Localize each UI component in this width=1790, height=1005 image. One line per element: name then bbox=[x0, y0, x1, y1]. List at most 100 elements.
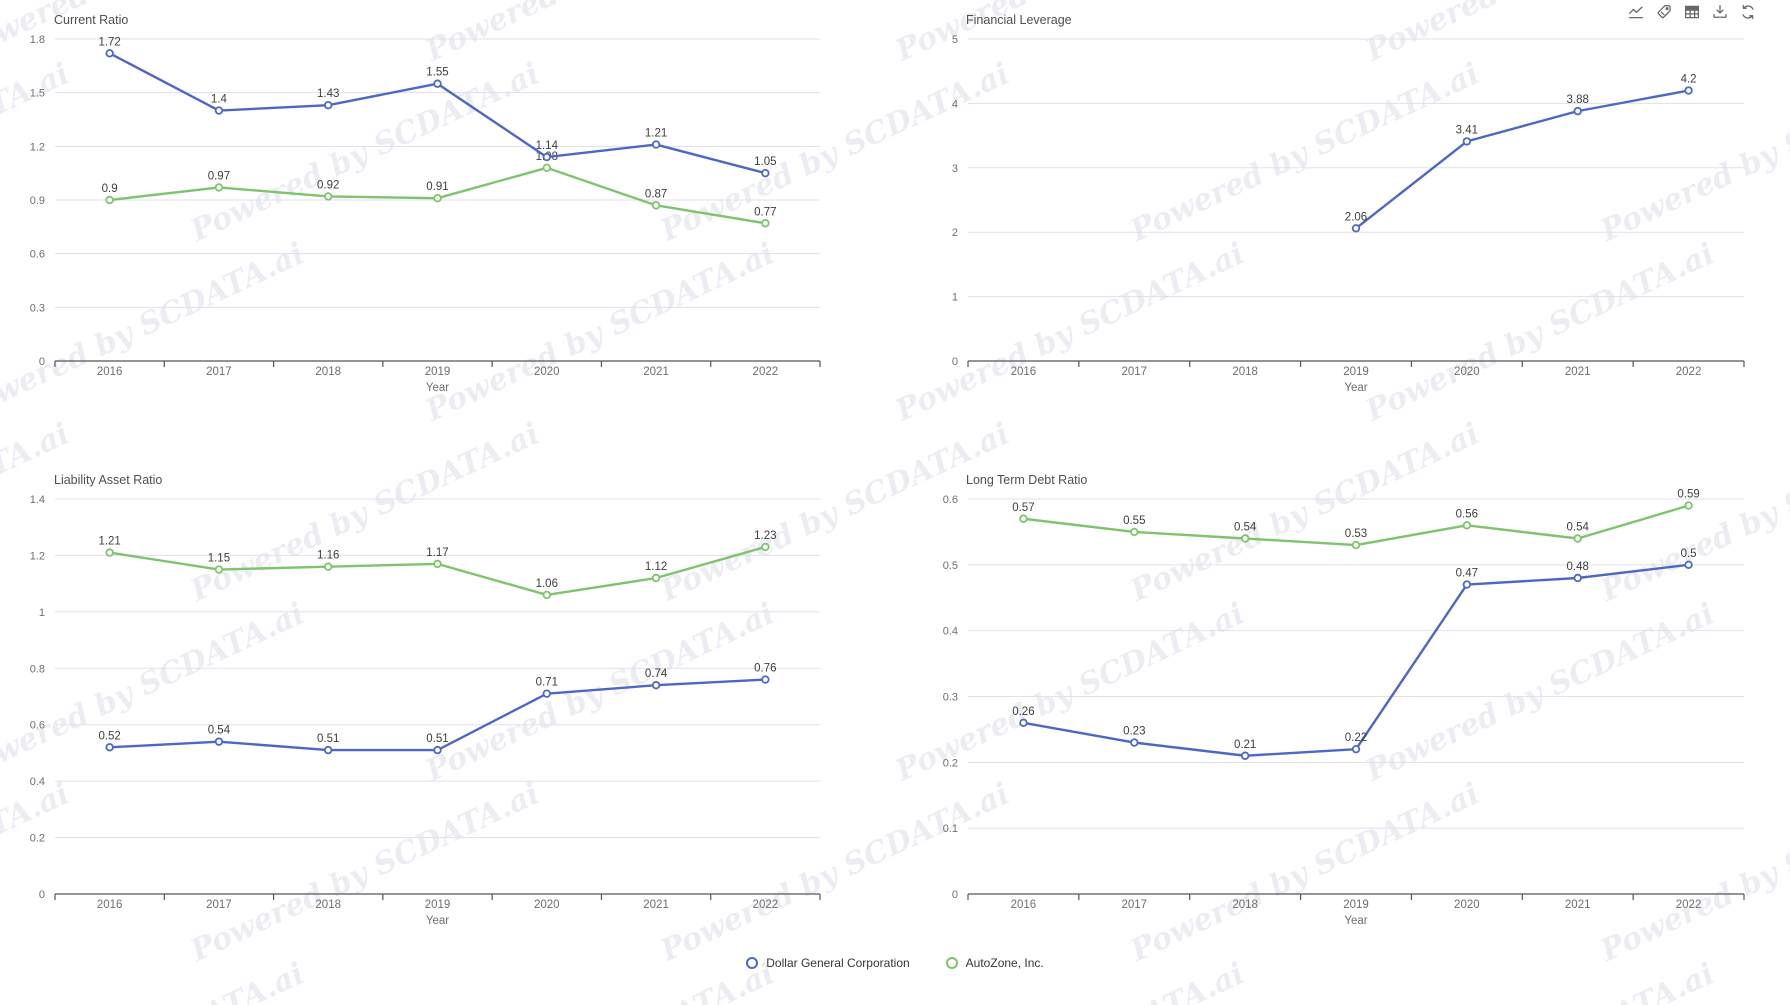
line-chart-icon[interactable] bbox=[1627, 3, 1645, 21]
data-point-marker[interactable] bbox=[433, 79, 442, 88]
table-icon[interactable] bbox=[1683, 3, 1701, 21]
data-point-marker[interactable] bbox=[761, 219, 770, 228]
data-point-marker[interactable] bbox=[1462, 521, 1472, 530]
data-point-marker[interactable] bbox=[1351, 224, 1361, 233]
data-point-marker[interactable] bbox=[761, 675, 770, 684]
data-point-label: 0.9 bbox=[102, 183, 118, 195]
data-point-marker[interactable] bbox=[761, 168, 770, 178]
data-point-marker[interactable] bbox=[542, 163, 551, 172]
data-point-marker[interactable] bbox=[1351, 540, 1361, 550]
x-tick-label: 2018 bbox=[315, 366, 341, 378]
x-tick-label: 2019 bbox=[1343, 366, 1369, 378]
data-point-label: 0.55 bbox=[1123, 515, 1145, 527]
chart-canvas[interactable]: Current Ratio 0 0.3 0.6 0.9 1.2 1.5 1.8 2016 2017… bbox=[0, 0, 855, 400]
data-point-marker[interactable] bbox=[1573, 573, 1582, 583]
x-tick-label: 2021 bbox=[1565, 366, 1591, 378]
x-tick-label: 2020 bbox=[1454, 366, 1480, 378]
data-point-marker[interactable] bbox=[1351, 744, 1361, 754]
data-point-marker[interactable] bbox=[214, 565, 224, 574]
chart-canvas[interactable]: Long Term Debt Ratio 0 0.1 0.2 0.3 0.4 0.5 0.6 2… bbox=[895, 462, 1790, 942]
data-point-marker[interactable] bbox=[105, 195, 114, 205]
y-tick-label: 0.3 bbox=[943, 692, 958, 704]
data-point-marker[interactable] bbox=[651, 140, 661, 149]
data-point-label: 0.59 bbox=[1677, 489, 1699, 501]
x-tick-label: 2016 bbox=[97, 899, 123, 911]
chart-panel-financial-leverage: Financial Leverage 0 1 2 3 4 5 2016 2017 2018 2019… bbox=[895, 0, 1790, 400]
data-point-marker[interactable] bbox=[1019, 514, 1028, 523]
chart-canvas[interactable]: Liability Asset Ratio 0 0.2 0.4 0.6 0.8 1 1.2 1.… bbox=[0, 462, 855, 942]
data-point-marker[interactable] bbox=[433, 745, 442, 755]
y-tick-label: 5 bbox=[952, 34, 958, 46]
x-tick-label: 2019 bbox=[1343, 899, 1369, 911]
data-point-marker[interactable] bbox=[651, 573, 661, 583]
data-point-marker[interactable] bbox=[214, 183, 224, 192]
data-point-marker[interactable] bbox=[105, 49, 114, 58]
legend-item-autozone[interactable]: AutoZone, Inc. bbox=[945, 956, 1044, 970]
data-point-marker[interactable] bbox=[1240, 751, 1250, 760]
refresh-icon[interactable] bbox=[1739, 3, 1757, 21]
data-point-marker[interactable] bbox=[1684, 560, 1693, 570]
x-tick-label: 2021 bbox=[1565, 899, 1591, 911]
data-point-label: 1.14 bbox=[536, 140, 559, 152]
data-point-marker[interactable] bbox=[324, 192, 333, 201]
data-point-marker[interactable] bbox=[1573, 534, 1582, 543]
chart-canvas[interactable]: Financial Leverage 0 1 2 3 4 5 2016 2017 2018 2019… bbox=[895, 0, 1790, 400]
data-point-marker[interactable] bbox=[433, 559, 442, 569]
data-point-marker[interactable] bbox=[105, 548, 114, 557]
data-point-label: 1.15 bbox=[208, 553, 230, 565]
data-point-marker[interactable] bbox=[324, 745, 333, 755]
data-point-label: 0.51 bbox=[426, 733, 448, 745]
y-tick-label: 0.2 bbox=[943, 757, 958, 769]
y-tick-label: 0.4 bbox=[30, 776, 45, 788]
y-tick-label: 0 bbox=[39, 356, 45, 368]
x-tick-label: 2017 bbox=[1121, 366, 1147, 378]
data-point-marker[interactable] bbox=[214, 737, 224, 746]
tag-icon[interactable] bbox=[1655, 3, 1673, 21]
data-point-marker[interactable] bbox=[1573, 106, 1582, 116]
data-point-marker[interactable] bbox=[1684, 501, 1693, 510]
data-point-marker[interactable] bbox=[1130, 738, 1139, 747]
data-point-marker[interactable] bbox=[214, 106, 224, 115]
download-icon[interactable] bbox=[1711, 3, 1729, 21]
data-point-label: 0.56 bbox=[1456, 508, 1478, 520]
data-point-label: 4.2 bbox=[1681, 74, 1697, 86]
data-point-marker[interactable] bbox=[105, 743, 114, 752]
data-point-label: 0.47 bbox=[1456, 568, 1478, 580]
data-point-marker[interactable] bbox=[324, 562, 333, 571]
data-point-label: 0.23 bbox=[1123, 726, 1145, 738]
data-point-marker[interactable] bbox=[542, 152, 551, 162]
data-point-marker[interactable] bbox=[1462, 137, 1472, 146]
data-point-marker[interactable] bbox=[1240, 534, 1250, 543]
data-point-marker[interactable] bbox=[542, 689, 551, 698]
data-point-marker[interactable] bbox=[761, 542, 770, 552]
x-tick-label: 2018 bbox=[1232, 899, 1258, 911]
y-tick-label: 1 bbox=[39, 607, 45, 619]
data-point-marker[interactable] bbox=[651, 201, 661, 210]
data-point-marker[interactable] bbox=[1462, 580, 1472, 589]
data-point-label: 3.41 bbox=[1456, 124, 1478, 136]
data-point-marker[interactable] bbox=[1130, 527, 1139, 537]
data-point-label: 0.87 bbox=[645, 188, 667, 200]
data-point-marker[interactable] bbox=[324, 100, 333, 110]
y-tick-label: 0.3 bbox=[30, 302, 45, 314]
legend-item-dollar-general[interactable]: Dollar General Corporation bbox=[746, 956, 910, 970]
data-point-marker[interactable] bbox=[542, 590, 551, 600]
data-point-label: 0.5 bbox=[1681, 548, 1697, 560]
x-tick-label: 2019 bbox=[425, 899, 451, 911]
data-point-label: 1.05 bbox=[754, 156, 776, 168]
x-tick-label: 2018 bbox=[315, 899, 341, 911]
data-point-marker[interactable] bbox=[433, 194, 442, 203]
y-tick-label: 1 bbox=[952, 292, 958, 304]
data-point-marker[interactable] bbox=[1019, 718, 1028, 728]
chart-title: Financial Leverage bbox=[966, 13, 1072, 27]
data-point-marker[interactable] bbox=[651, 681, 661, 690]
data-point-marker[interactable] bbox=[1684, 86, 1693, 95]
x-tick-label: 2016 bbox=[1011, 366, 1037, 378]
x-tick-label: 2017 bbox=[1121, 899, 1147, 911]
x-tick-label: 2016 bbox=[97, 366, 123, 378]
y-tick-label: 1.2 bbox=[30, 550, 45, 562]
x-axis-name: Year bbox=[1344, 915, 1367, 927]
data-point-label: 1.23 bbox=[754, 530, 776, 542]
chart-toolbar bbox=[1627, 3, 1757, 21]
